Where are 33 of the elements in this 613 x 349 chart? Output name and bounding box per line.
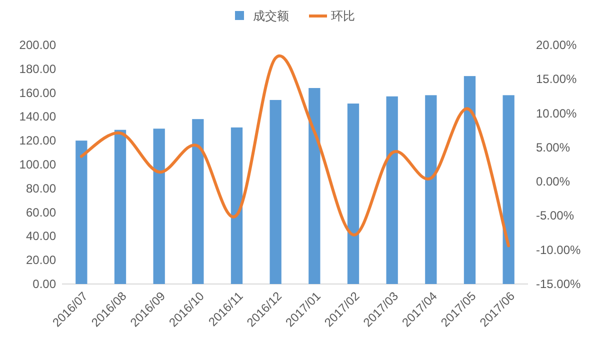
y-tick-label: 120.00 [19,134,56,148]
bar [308,88,320,284]
y-tick-label: 60.00 [26,205,56,220]
y2-tick-label: -5.00% [536,208,574,223]
bar [464,76,476,284]
y-tick-label: 180.00 [19,62,56,76]
y-tick-label: 200.00 [19,38,56,52]
y2-tick-label: 5.00% [536,140,570,154]
bar [502,95,514,284]
bar [153,128,165,284]
bar [386,96,398,284]
y-tick-label: 20.00 [26,253,56,268]
y-tick-label: 140.00 [19,110,56,124]
legend-label: 环比 [331,9,355,23]
bar [76,140,88,284]
y2-tick-label: -15.00% [536,277,582,291]
y-tick-label: 160.00 [19,86,56,100]
y-tick-label: 100.00 [19,158,56,172]
y-tick-label: 40.00 [26,229,56,244]
bar [347,104,360,284]
y2-tick-label: 20.00% [536,38,578,52]
y2-tick-label: -10.00% [536,242,582,257]
y2-tick-label: 0.00% [536,174,570,189]
bar [114,130,126,284]
y2-tick-label: 15.00% [536,72,578,86]
y-tick-label: 80.00 [26,181,56,196]
bar [425,95,437,284]
bar [230,127,243,284]
legend-label: 成交额 [253,9,289,23]
bar [270,100,282,284]
bar [192,119,204,284]
y-tick-label: 0.00 [32,277,56,291]
y2-tick-label: 10.00% [536,106,578,120]
